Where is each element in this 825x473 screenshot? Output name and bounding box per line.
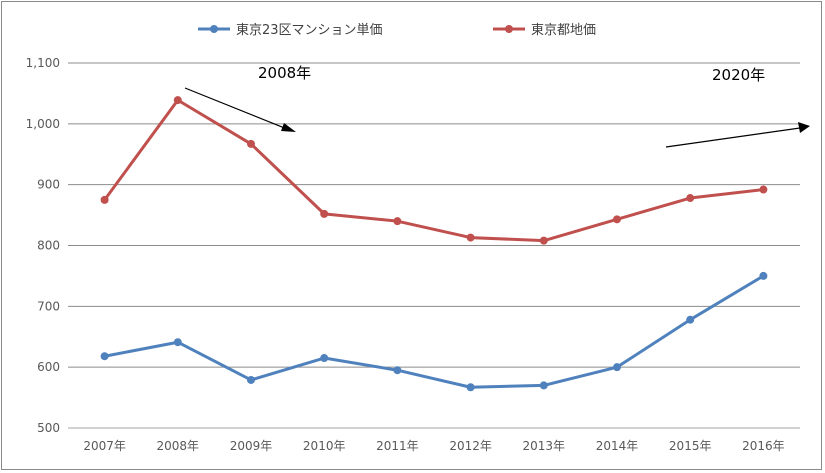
data-point (320, 209, 329, 218)
legend: 東京23区マンション単価 東京都地価 (198, 22, 596, 38)
legend-entry-land-price: 東京都地価 (493, 22, 596, 38)
legend-label-mansion: 東京23区マンション単価 (236, 22, 383, 38)
x-tick-label: 2009年 (230, 439, 273, 453)
data-point (466, 233, 475, 242)
legend-marker-mansion (210, 25, 218, 33)
legend-marker-land-price (505, 25, 513, 33)
data-point (247, 139, 255, 148)
annotation-arrow-up (665, 127, 801, 148)
y-axis-tick-labels: 500 600 700 800 900 1,000 1,100 (26, 56, 60, 435)
x-tick-label: 2007年 (83, 439, 126, 453)
data-point (759, 271, 768, 280)
legend-entry-mansion: 東京23区マンション単価 (198, 22, 383, 38)
series-line-1 (103, 98, 765, 243)
y-tick-label: 800 (37, 239, 60, 253)
x-tick-label: 2008年 (157, 439, 200, 453)
data-point (466, 383, 475, 392)
annotation-arrow-down (184, 87, 288, 130)
data-point (613, 363, 621, 372)
gridlines (68, 62, 800, 429)
y-tick-label: 1,100 (26, 56, 60, 70)
data-point (539, 381, 548, 390)
data-point (759, 185, 768, 194)
data-point (247, 375, 255, 384)
legend-label-land-price: 東京都地価 (531, 22, 596, 38)
y-tick-label: 600 (37, 360, 60, 374)
annotation-arrowhead-down (281, 123, 296, 132)
annotation-2020-label: 2020年 (712, 66, 765, 84)
y-tick-label: 500 (37, 421, 60, 435)
data-point (173, 96, 182, 105)
y-tick-label: 900 (37, 178, 60, 192)
data-point (686, 315, 695, 324)
x-tick-label: 2016年 (742, 439, 785, 453)
data-point (613, 215, 621, 224)
data-point (100, 195, 109, 204)
x-tick-label: 2015年 (669, 439, 712, 453)
y-tick-label: 700 (37, 299, 60, 313)
series-line-0 (103, 274, 765, 389)
data-point (393, 366, 402, 375)
annotations: 2008年 2020年 (184, 64, 810, 148)
series-lines (100, 96, 768, 392)
x-tick-label: 2012年 (449, 439, 492, 453)
data-point (320, 354, 329, 363)
data-point (686, 194, 695, 203)
annotation-arrowhead-up (798, 122, 810, 133)
x-tick-label: 2011年 (376, 439, 419, 453)
data-point (173, 338, 182, 347)
data-point (393, 217, 402, 226)
x-tick-label: 2013年 (523, 439, 566, 453)
data-point (539, 236, 548, 245)
annotation-2008-label: 2008年 (258, 64, 311, 82)
y-tick-label: 1,000 (26, 117, 60, 131)
x-tick-label: 2014年 (596, 439, 639, 453)
data-point (100, 352, 109, 361)
x-axis-tick-labels: 2007年 2008年 2009年 2010年 2011年 2012年 2013年 2014年… (83, 439, 784, 453)
x-tick-label: 2010年 (303, 439, 346, 453)
